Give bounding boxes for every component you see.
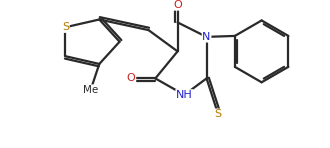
Text: NH: NH [176, 90, 193, 100]
Text: S: S [62, 22, 69, 32]
Text: O: O [173, 0, 182, 10]
Text: O: O [127, 73, 136, 83]
Text: Me: Me [83, 85, 98, 95]
Text: N: N [202, 32, 211, 42]
Text: S: S [214, 109, 222, 119]
